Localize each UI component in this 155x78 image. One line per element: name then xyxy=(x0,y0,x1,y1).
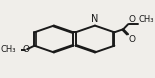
Text: O: O xyxy=(23,45,30,54)
Text: CH₃: CH₃ xyxy=(138,15,154,24)
Text: O: O xyxy=(129,35,136,44)
Text: CH₃: CH₃ xyxy=(0,45,16,54)
Text: N: N xyxy=(91,14,99,24)
Text: O: O xyxy=(128,15,135,24)
